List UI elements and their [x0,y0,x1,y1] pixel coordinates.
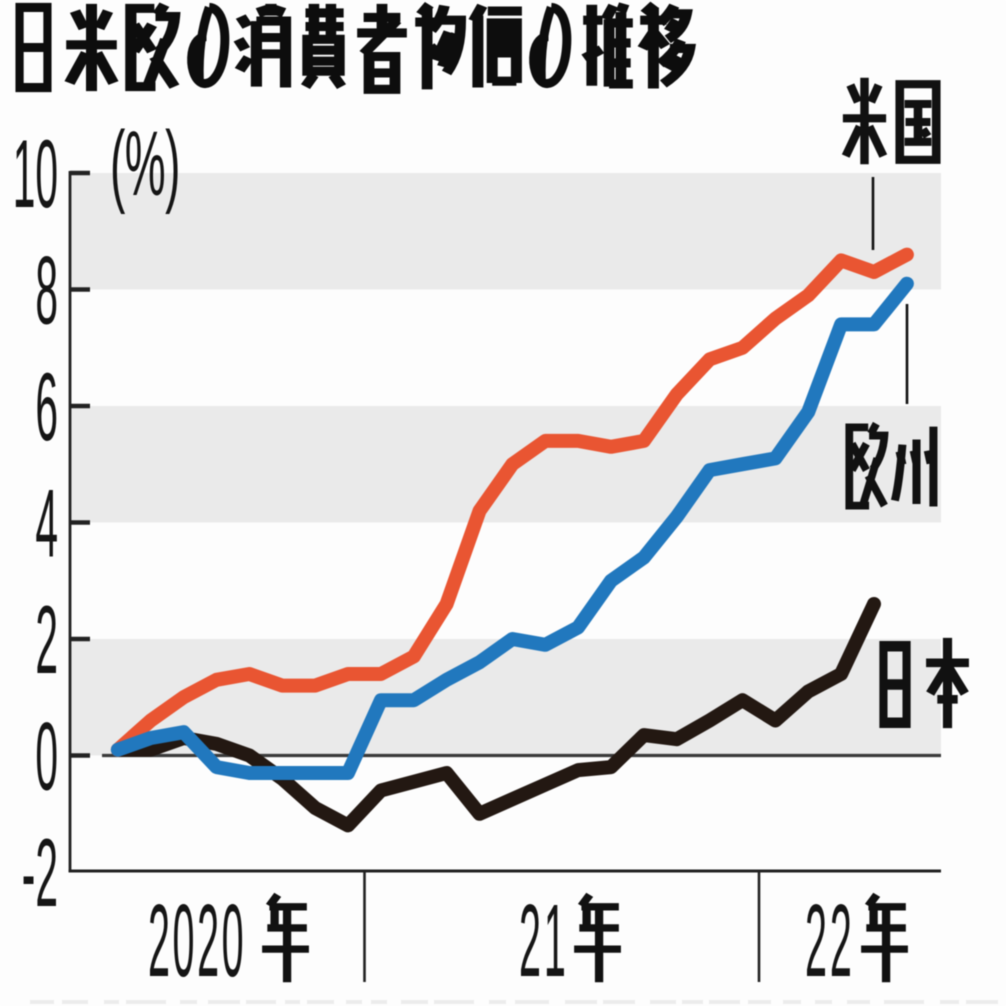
svg-text:-2: -2 [22,819,58,927]
svg-text:4: 4 [35,469,58,577]
svg-text:2: 2 [35,586,58,694]
svg-text:8: 8 [35,236,58,344]
svg-text:(%): (%) [110,113,181,215]
svg-text:10: 10 [13,120,58,228]
svg-text:0: 0 [35,702,58,810]
svg-text:6: 6 [35,353,58,461]
